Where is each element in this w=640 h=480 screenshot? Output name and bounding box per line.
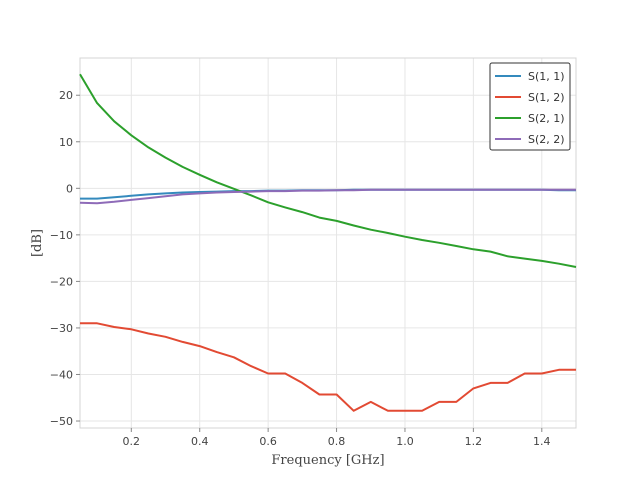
legend: S(1, 1) S(1, 2) S(2, 1) S(2, 2) — [489, 62, 571, 151]
x-tick-label: 0.6 — [259, 435, 277, 448]
y-tick-label: 0 — [66, 182, 73, 195]
series-line-3 — [79, 73, 577, 268]
series-line-2 — [80, 322, 576, 412]
y-axis-ticks: 20 10 0 −10 −20 −30 −40 −50 — [50, 89, 80, 428]
series-lines — [79, 73, 577, 412]
legend-label: S(1, 1) — [528, 70, 565, 83]
y-tick-label: −10 — [50, 229, 73, 242]
series-line-4 — [79, 188, 576, 205]
x-tick-label: 0.8 — [328, 435, 346, 448]
x-tick-label: 0.2 — [123, 435, 141, 448]
y-axis-label: [dB] — [30, 229, 45, 257]
x-tick-label: 0.4 — [191, 435, 209, 448]
grid — [80, 58, 576, 428]
x-tick-label: 1.2 — [465, 435, 483, 448]
x-axis-ticks: 0.2 0.4 0.6 0.8 1.0 1.2 1.4 — [123, 428, 551, 448]
legend-label: S(2, 1) — [528, 112, 565, 125]
legend-label: S(1, 2) — [528, 91, 565, 104]
y-tick-label: 10 — [59, 136, 73, 149]
y-tick-label: −20 — [50, 275, 73, 288]
plot-frame — [79, 57, 577, 429]
y-tick-label: −50 — [50, 415, 73, 428]
x-tick-label: 1.0 — [396, 435, 414, 448]
y-tick-label: 20 — [59, 89, 73, 102]
legend-box — [489, 62, 571, 151]
legend-label: S(2, 2) — [528, 133, 565, 146]
y-tick-label: −30 — [50, 322, 73, 335]
y-tick-label: −40 — [50, 368, 73, 381]
x-tick-label: 1.4 — [533, 435, 551, 448]
x-axis-label: Frequency [GHz] — [271, 453, 384, 468]
